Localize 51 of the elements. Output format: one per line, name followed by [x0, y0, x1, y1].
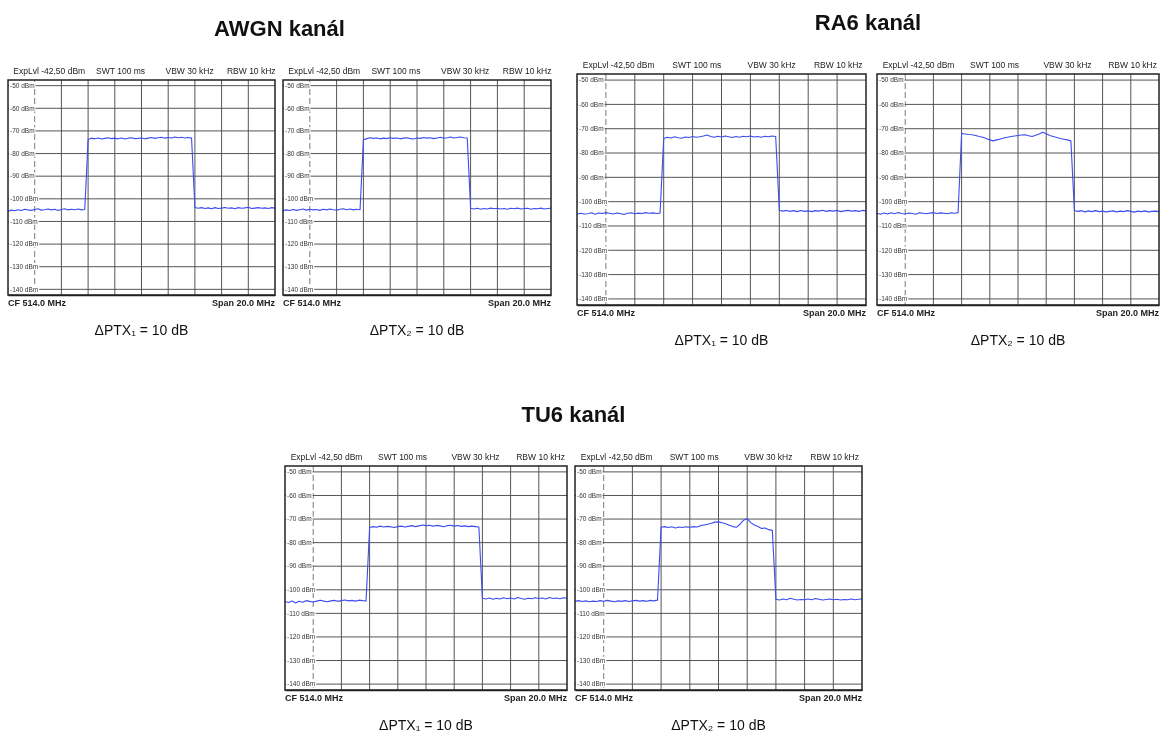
- x-axis-title: ΔPTX₂ = 10 dB: [970, 332, 1066, 348]
- text: Span 20.0 MHz: [503, 693, 568, 703]
- line-series: [284, 524, 568, 604]
- text: CF 514.0 MHz: [283, 298, 342, 308]
- text: Span 20.0 MHz: [487, 298, 552, 308]
- text: Span 20.0 MHz: [211, 298, 276, 308]
- chart-title: TU6 kanál: [521, 402, 626, 427]
- text: VBW 30 kHz: [744, 452, 793, 462]
- text: CF 514.0 MHz: [877, 308, 936, 318]
- text: SWT 100 ms: [96, 66, 146, 76]
- text: VBW 30 kHz: [165, 66, 214, 76]
- text: RBW 10 kHz: [810, 452, 859, 462]
- text: ExpLvl -42,50 dBm: [882, 60, 955, 70]
- text: RBW 10 kHz: [516, 452, 565, 462]
- line-series: [876, 131, 1160, 215]
- text: RBW 10 kHz: [226, 66, 276, 76]
- line-series: [282, 136, 552, 212]
- text: ExpLvl -42,50 dBm: [13, 66, 86, 76]
- x-axis-title: ΔPTX₁ = 10 dB: [379, 717, 473, 733]
- text: CF 514.0 MHz: [8, 298, 67, 308]
- text: ExpLvl -42,50 dBm: [288, 66, 361, 76]
- text: RBW 10 kHz: [1108, 60, 1157, 70]
- text: SWT 100 ms: [371, 66, 421, 76]
- text: SWT 100 ms: [669, 452, 719, 462]
- text: SWT 100 ms: [672, 60, 722, 70]
- text: SWT 100 ms: [378, 452, 428, 462]
- line-series: [576, 134, 867, 216]
- text: RBW 10 kHz: [502, 66, 552, 76]
- x-axis-title: ΔPTX₁ = 10 dB: [94, 322, 189, 338]
- text: CF 514.0 MHz: [577, 308, 636, 318]
- text: VBW 30 kHz: [1043, 60, 1092, 70]
- x-axis-title: ΔPTX₂ = 10 dB: [671, 717, 766, 733]
- line-series: [574, 518, 863, 603]
- text: CF 514.0 MHz: [285, 693, 344, 703]
- text: ExpLvl -42,50 dBm: [582, 60, 655, 70]
- text: CF 514.0 MHz: [575, 693, 634, 703]
- text: RBW 10 kHz: [813, 60, 863, 70]
- x-axis-title: ΔPTX₂ = 10 dB: [369, 322, 465, 338]
- text: VBW 30 kHz: [747, 60, 796, 70]
- text: ExpLvl -42,50 dBm: [290, 452, 363, 462]
- text: Span 20.0 MHz: [802, 308, 867, 318]
- chart-title: AWGN kanál: [214, 16, 345, 41]
- text: ExpLvl -42,50 dBm: [580, 452, 653, 462]
- text: SWT 100 ms: [970, 60, 1020, 70]
- text: Span 20.0 MHz: [798, 693, 863, 703]
- text: VBW 30 kHz: [451, 452, 500, 462]
- text: VBW 30 kHz: [441, 66, 490, 76]
- text: Span 20.0 MHz: [1095, 308, 1160, 318]
- chart-title: RA6 kanál: [814, 10, 922, 35]
- line-series: [7, 136, 276, 212]
- x-axis-title: ΔPTX₁ = 10 dB: [674, 332, 769, 348]
